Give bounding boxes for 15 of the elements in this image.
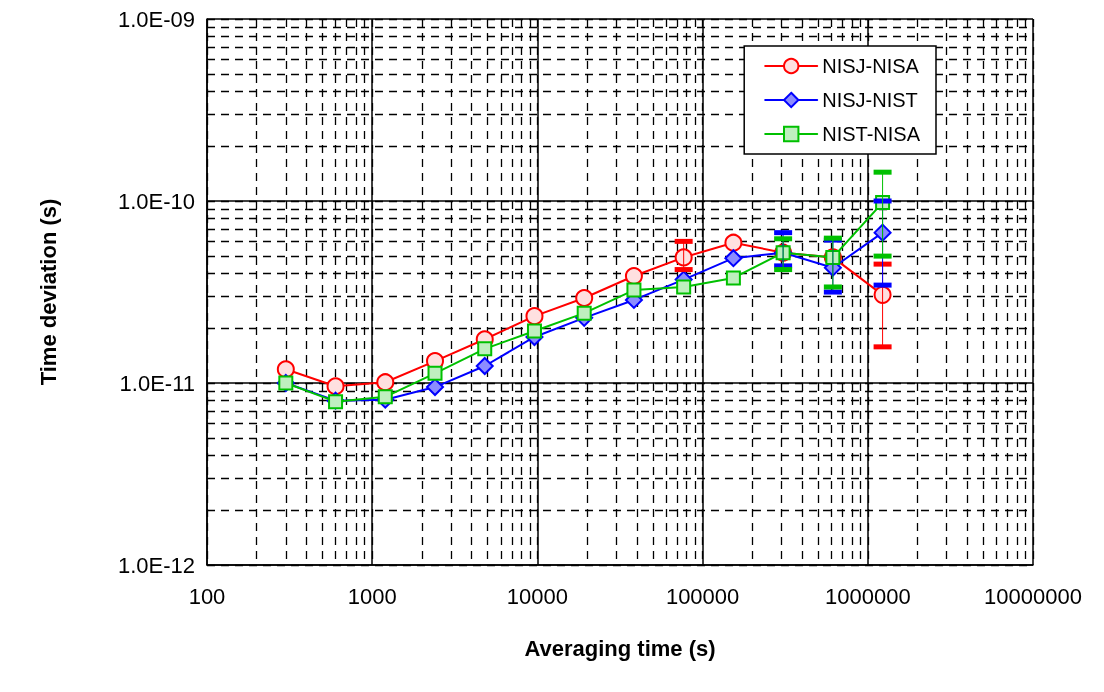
x-tick-label: 100000 [665,583,740,609]
x-axis-title: Averaging time (s) [524,635,716,661]
x-tick-label: 1000000 [824,583,911,609]
x-tick-label: 100 [188,583,226,609]
x-tick-label: 10000 [506,583,568,609]
y-tick-label: 1.0E-12 [117,552,195,578]
y-axis-title: Time deviation (s) [35,198,61,386]
x-tick-label: 1000 [347,583,397,609]
legend-label: NISJ-NIST [822,89,918,111]
legend-label: NIST-NISA [822,123,921,145]
y-tick-label: 1.0E-11 [119,370,195,396]
y-tick-label: 1.0E-10 [117,188,195,214]
x-tick-label: 10000000 [984,583,1082,609]
y-tick-label: 1.0E-09 [117,6,195,32]
legend-label: NISJ-NISA [822,55,920,77]
